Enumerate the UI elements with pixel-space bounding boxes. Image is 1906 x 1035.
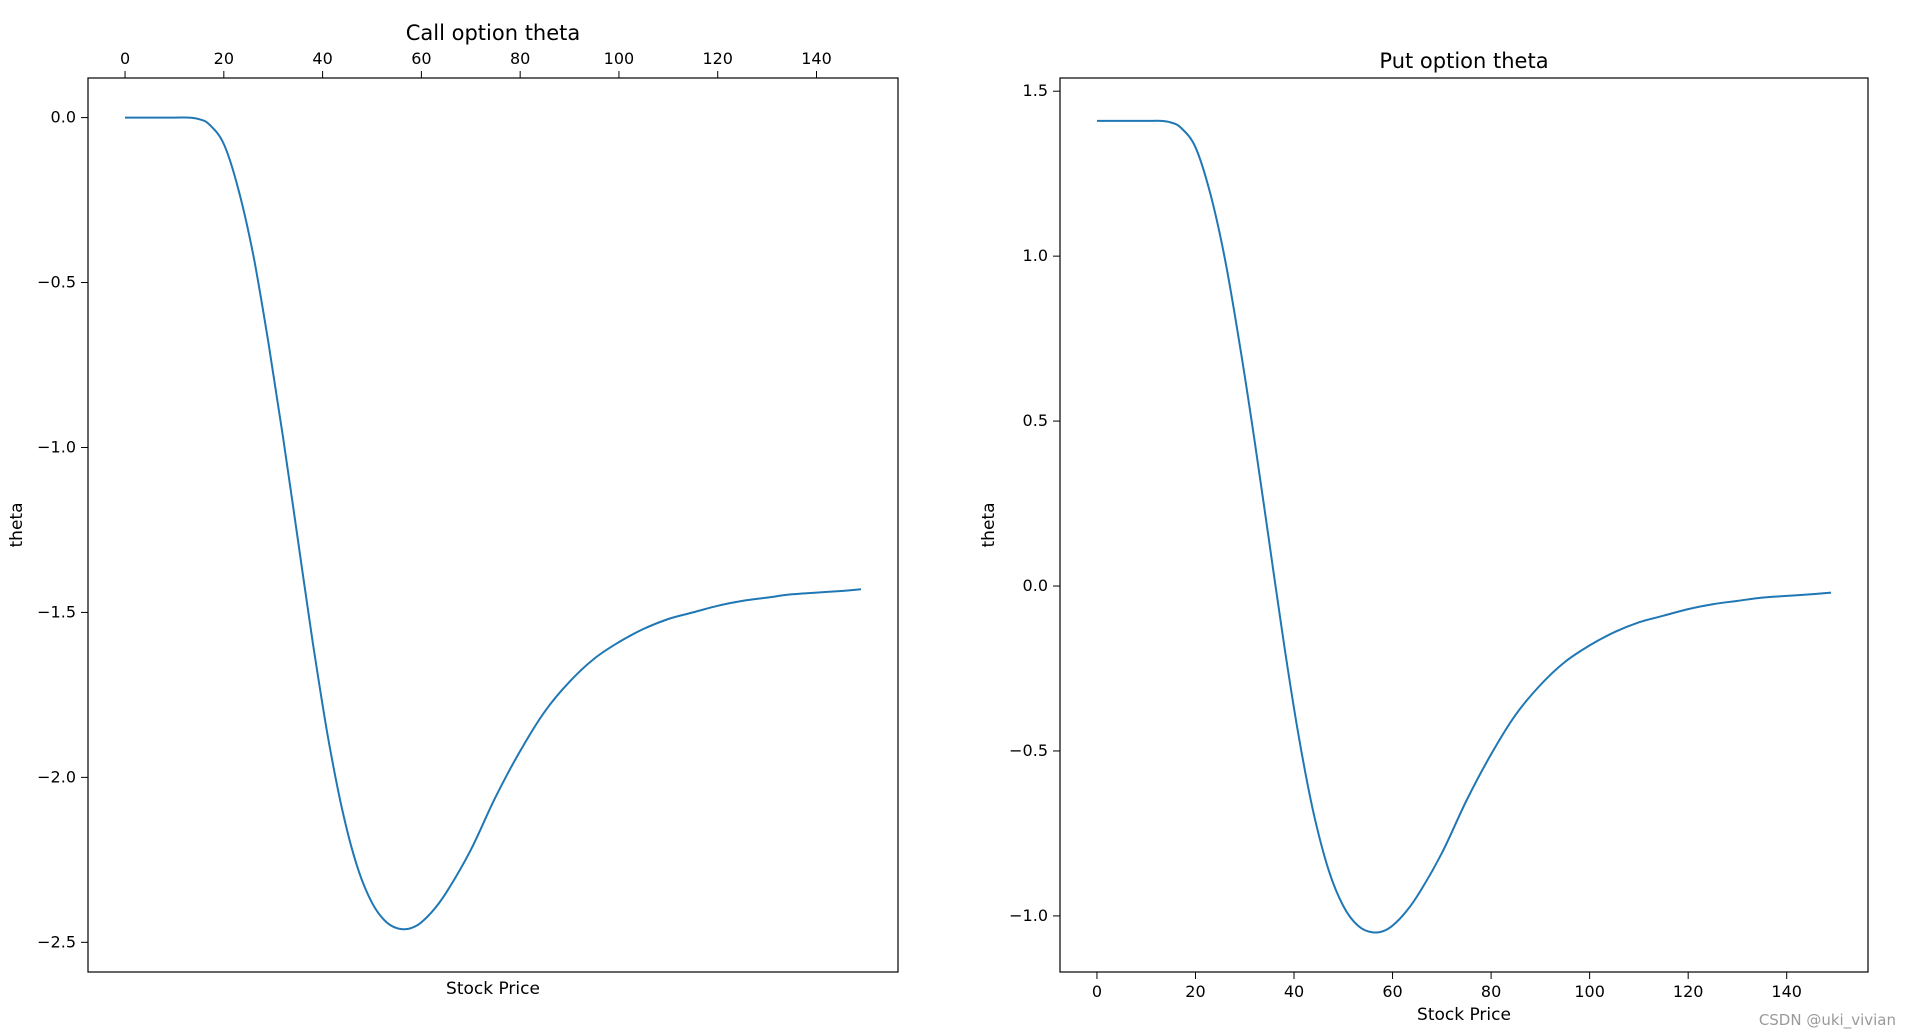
x-tick-label: 20: [214, 49, 234, 68]
x-tick-label: 80: [510, 49, 530, 68]
x-tick-label: 0: [1092, 982, 1102, 1001]
plot-frame: [87, 77, 899, 973]
x-tick-label: 120: [702, 49, 733, 68]
x-tick-label: 0: [120, 49, 130, 68]
y-tick-label: −1.0: [1009, 906, 1048, 925]
x-tick-label: 60: [411, 49, 431, 68]
theta-series-line: [1097, 119, 1832, 934]
x-axis-label: Stock Price: [446, 979, 540, 999]
y-tick-label: −0.5: [1009, 741, 1048, 760]
x-axis-label: Stock Price: [1417, 1005, 1511, 1025]
x-tick-label: 20: [1185, 982, 1205, 1001]
x-tick-label: 100: [604, 49, 635, 68]
y-tick-label: −0.5: [37, 273, 76, 292]
y-tick-label: 0.5: [1023, 411, 1048, 430]
chart-title: Call option theta: [406, 21, 581, 45]
x-tick-label: 80: [1481, 982, 1501, 1001]
y-tick-label: −1.5: [37, 602, 76, 621]
y-tick-label: −2.5: [37, 932, 76, 951]
y-tick-label: 0.0: [1023, 576, 1048, 595]
watermark: CSDN @uki_vivian: [1758, 1011, 1896, 1029]
plot-frame: [1059, 77, 1869, 973]
y-axis-label: theta: [979, 503, 999, 548]
y-tick-label: −1.0: [37, 437, 76, 456]
y-tick-label: 0.0: [51, 108, 76, 127]
x-tick-label: 100: [1574, 982, 1605, 1001]
y-tick-label: −2.0: [37, 767, 76, 786]
call-theta-chart: 0.0 −0.5 −1.0 −1.5 −2.0 −2.5 0 20 40 60 80 100 120 14…: [7, 21, 899, 999]
y-tick-label: 1.0: [1023, 246, 1048, 265]
x-tick-label: 140: [801, 49, 832, 68]
chart-title: Put option theta: [1379, 49, 1548, 73]
x-tick-label: 120: [1673, 982, 1704, 1001]
put-theta-chart: 1.5 1.0 0.5 0.0 −0.5 −1.0 0 20 40 60 80 100 120 140 Pu…: [979, 49, 1869, 1025]
y-axis-label: theta: [7, 503, 27, 548]
x-tick-label: 40: [312, 49, 332, 68]
theta-series-line: [125, 116, 862, 931]
x-tick-label: 140: [1771, 982, 1802, 1001]
x-tick-label: 60: [1382, 982, 1402, 1001]
y-tick-label: 1.5: [1023, 81, 1048, 100]
x-tick-label: 40: [1284, 982, 1304, 1001]
